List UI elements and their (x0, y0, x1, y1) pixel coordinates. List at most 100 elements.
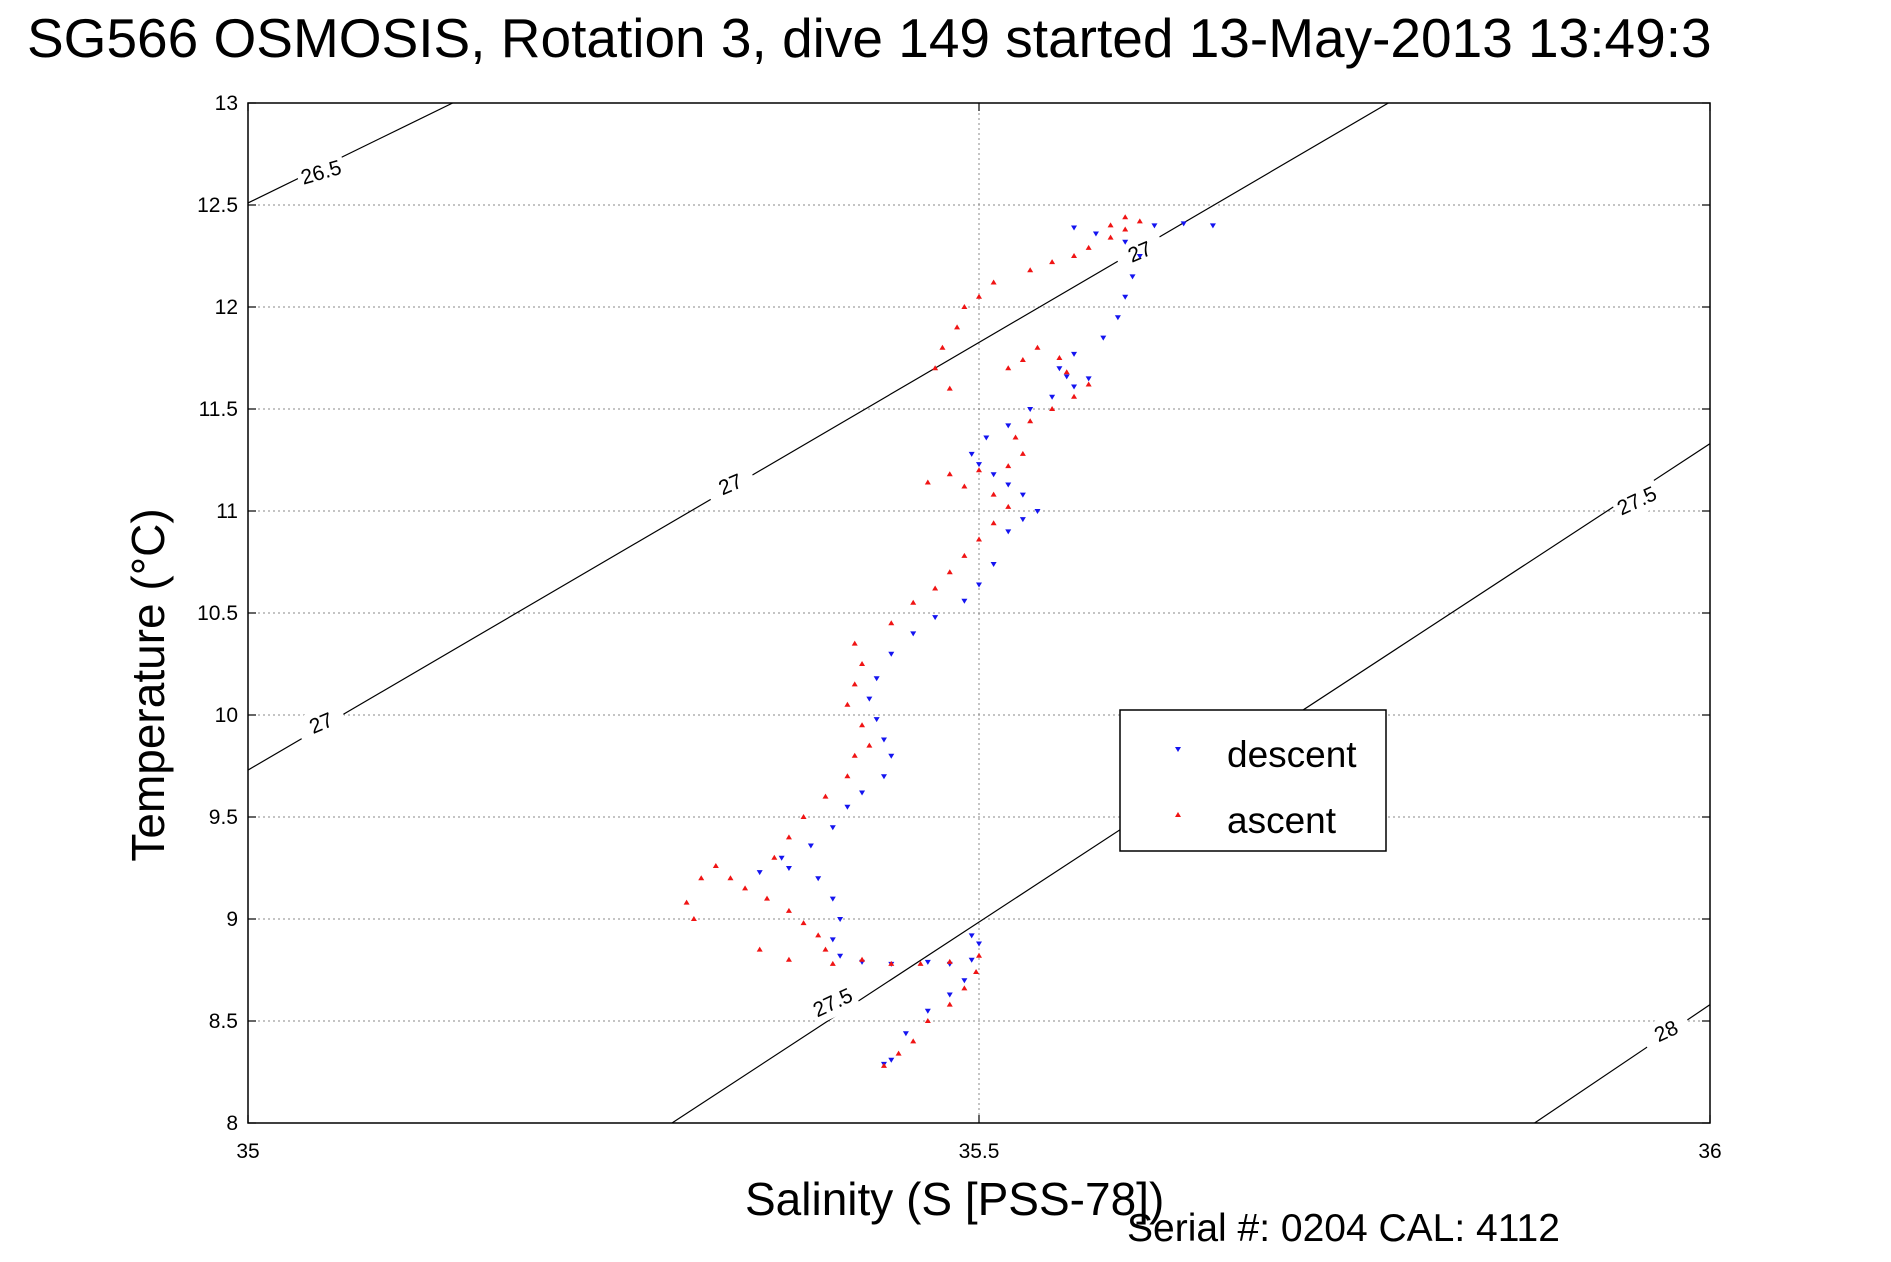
ascent-point (756, 946, 763, 952)
contour-label-background (1638, 1008, 1694, 1055)
ascent-point (1027, 267, 1034, 273)
descent-point (924, 1008, 931, 1014)
ascent-point (946, 958, 953, 964)
y-tick-label: 13 (215, 92, 238, 115)
grid (248, 103, 1710, 1123)
ascent-point (924, 479, 931, 485)
descent-point (888, 753, 895, 759)
ascent-point (764, 895, 771, 901)
descent-point (880, 774, 887, 780)
ascent-point (698, 875, 705, 881)
serial-cal-footer: Serial #: 0204 CAL: 4112 (1127, 1207, 1560, 1250)
descent-point (1085, 376, 1092, 382)
ascent-point (990, 491, 997, 497)
ascent-point (990, 279, 997, 285)
ascent-point (690, 916, 697, 921)
x-tick-label: 35 (236, 1140, 259, 1163)
descent-point (815, 876, 822, 882)
ascent-point (822, 946, 829, 952)
descent-point (807, 843, 814, 849)
ascent-point (1034, 344, 1041, 350)
descent-point (837, 917, 844, 922)
ascent-point (785, 907, 792, 913)
ascent-point (1071, 393, 1078, 399)
descent-point (968, 957, 975, 963)
ascent-point (917, 960, 924, 966)
ascent-point (851, 640, 858, 646)
descent-point (1122, 239, 1129, 245)
descent-point (968, 933, 975, 939)
descent-point (1034, 509, 1041, 514)
ascent-point (771, 854, 778, 860)
ascent-point (990, 520, 997, 526)
descent-point (1151, 223, 1158, 229)
ascent-point (1107, 222, 1114, 228)
y-axis-label: Temperature (°C) (122, 508, 174, 862)
descent-point (976, 582, 982, 588)
descent-point (1129, 274, 1136, 280)
ascent-point (683, 899, 690, 905)
ascent-point (1107, 234, 1114, 240)
ascent-point (1005, 503, 1012, 509)
descent-point (1005, 529, 1012, 535)
descent-point (785, 866, 792, 871)
descent-point (829, 937, 836, 943)
axis-ticks: 35 35.5 36 8 8.5 9 9.5 10 10.5 11 11.5 12 12.5 13 (197, 92, 1722, 1163)
ascent-point (1085, 244, 1092, 250)
ascent-point (800, 814, 807, 819)
descent-point (932, 615, 939, 621)
ascent-point (859, 956, 866, 962)
y-tick-label: 8 (226, 1112, 238, 1135)
contour-label-background (702, 462, 759, 507)
ascent-point (961, 304, 968, 309)
legend-ascent-marker (1175, 812, 1181, 817)
ascent-point (976, 952, 982, 958)
ascent-point (910, 599, 917, 605)
ascent-point (829, 960, 836, 966)
descent-point (910, 631, 917, 637)
descent-point (1027, 407, 1034, 412)
ascent-point (946, 471, 953, 477)
ascent-point (946, 569, 953, 575)
ascent-point (851, 752, 858, 758)
descent-point (1071, 225, 1078, 231)
ascent-point (946, 1001, 953, 1007)
y-tick-label: 12 (215, 296, 238, 319)
legend: descent ascent (1119, 709, 1387, 852)
descent-point (873, 676, 880, 682)
contour-label-background (1112, 229, 1168, 275)
ascent-point (844, 701, 851, 707)
ascent-point (924, 1018, 931, 1023)
descent-point (1056, 366, 1063, 372)
ascent-point (1019, 450, 1026, 456)
ascent-point (1005, 463, 1012, 469)
contour-label-background (294, 152, 349, 193)
x-axis-label: Salinity (S [PSS-78]) (745, 1173, 1165, 1225)
y-tick-label: 9.5 (209, 806, 238, 829)
ascent-point (785, 956, 792, 962)
ascent-point (815, 932, 822, 938)
descent-point (873, 717, 880, 723)
descent-point (1019, 517, 1026, 523)
descent-point (1071, 384, 1078, 390)
descent-point (1063, 374, 1070, 380)
ascent-point (976, 467, 982, 473)
ascent-point (1136, 218, 1143, 224)
ascent-point (785, 834, 792, 840)
ascent-point (961, 552, 968, 558)
descent-point (976, 941, 982, 947)
ascent-point (939, 344, 946, 350)
descent-point (1122, 294, 1129, 300)
descent-point (961, 978, 968, 984)
descent-point (961, 598, 968, 604)
ascent-point (976, 536, 982, 542)
descent-point (888, 1057, 895, 1063)
descent-point (1005, 482, 1012, 488)
chart-title: SG566 OSMOSIS, Rotation 3, dive 149 star… (27, 7, 1712, 69)
ascent-point (932, 585, 939, 591)
y-tick-label: 12.5 (197, 194, 238, 217)
descent-point (1019, 492, 1026, 498)
descent-point (990, 562, 997, 568)
